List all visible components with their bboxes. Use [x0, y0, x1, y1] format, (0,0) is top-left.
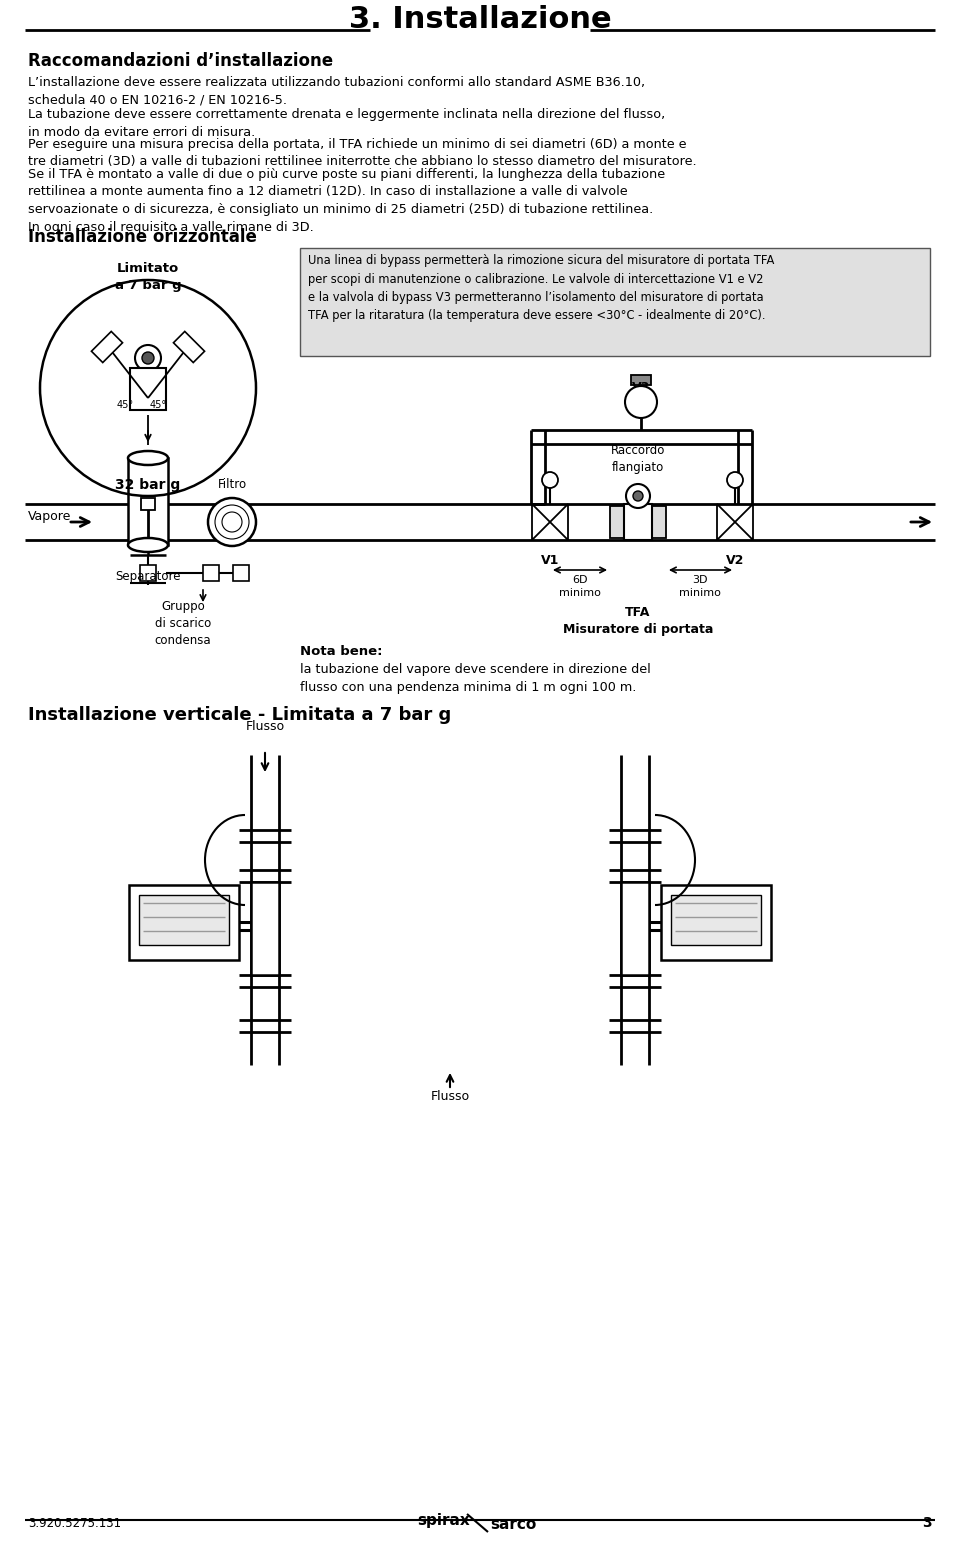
Text: Nota bene:: Nota bene:	[300, 645, 382, 657]
Text: Una linea di bypass permetterà la rimozione sicura del misuratore di portata TFA: Una linea di bypass permetterà la rimozi…	[308, 254, 775, 322]
Text: TFA
Misuratore di portata: TFA Misuratore di portata	[563, 606, 713, 635]
Text: 45°: 45°	[150, 401, 167, 410]
Bar	[671, 895, 761, 945]
Text: Flusso: Flusso	[430, 1089, 469, 1103]
Bar	[140, 565, 156, 581]
Ellipse shape	[128, 538, 168, 552]
Bar	[300, 247, 930, 355]
Circle shape	[625, 387, 657, 418]
Text: la tubazione del vapore deve scendere in direzione del
flusso con una pendenza m: la tubazione del vapore deve scendere in…	[300, 664, 651, 693]
Circle shape	[208, 498, 256, 546]
Bar	[652, 505, 666, 538]
Text: spirax: spirax	[418, 1513, 470, 1527]
Text: 3. Installazione: 3. Installazione	[348, 5, 612, 34]
Circle shape	[542, 473, 558, 488]
Polygon shape	[174, 332, 204, 363]
Bar	[129, 884, 239, 959]
Bar	[621, 883, 649, 975]
Bar	[624, 504, 652, 540]
Bar	[661, 884, 771, 959]
Text: V3: V3	[632, 380, 650, 394]
Polygon shape	[735, 504, 753, 540]
Bar	[251, 883, 279, 975]
Polygon shape	[717, 504, 735, 540]
Polygon shape	[91, 332, 123, 363]
Polygon shape	[532, 504, 550, 540]
Text: Vapore: Vapore	[28, 510, 71, 523]
Bar	[139, 895, 229, 945]
Bar	[233, 565, 249, 581]
Text: 3.920.5275.131: 3.920.5275.131	[28, 1516, 121, 1531]
Text: 32 bar g: 32 bar g	[115, 477, 180, 491]
Text: La tubazione deve essere correttamente drenata e leggermente inclinata nella dir: La tubazione deve essere correttamente d…	[28, 108, 665, 138]
Ellipse shape	[128, 451, 168, 465]
Circle shape	[135, 344, 161, 371]
Text: Limitato
a 7 bar g: Limitato a 7 bar g	[114, 261, 181, 293]
Bar	[203, 565, 219, 581]
Text: sarco: sarco	[490, 1516, 537, 1532]
Text: 45°: 45°	[117, 401, 134, 410]
Bar	[130, 368, 166, 410]
Text: Flusso: Flusso	[246, 720, 284, 732]
Bar	[610, 505, 624, 538]
Text: Separatore: Separatore	[115, 570, 180, 584]
Text: Raccordo
flangiato: Raccordo flangiato	[611, 444, 665, 474]
Circle shape	[142, 352, 154, 365]
Circle shape	[633, 491, 643, 501]
Bar	[141, 498, 155, 510]
Text: Filtro: Filtro	[217, 477, 247, 491]
Text: Se il TFA è montato a valle di due o più curve poste su piani differenti, la lun: Se il TFA è montato a valle di due o più…	[28, 167, 665, 233]
Text: L’installazione deve essere realizzata utilizzando tubazioni conformi allo stand: L’installazione deve essere realizzata u…	[28, 77, 645, 106]
Bar	[631, 376, 651, 385]
Text: Per eseguire una misura precisa della portata, il TFA richiede un minimo di sei : Per eseguire una misura precisa della po…	[28, 138, 697, 169]
Text: Installazione orizzontale: Installazione orizzontale	[28, 228, 257, 246]
Text: Gruppo
di scarico
condensa: Gruppo di scarico condensa	[155, 599, 211, 646]
Text: Installazione verticale - Limitata a 7 bar g: Installazione verticale - Limitata a 7 b…	[28, 706, 451, 725]
Bar	[128, 459, 168, 545]
Circle shape	[727, 473, 743, 488]
Polygon shape	[550, 504, 568, 540]
Circle shape	[626, 484, 650, 509]
Text: 3D
minimo: 3D minimo	[679, 574, 721, 598]
Text: Raccomandazioni d’installazione: Raccomandazioni d’installazione	[28, 52, 333, 70]
Text: V2: V2	[726, 554, 744, 567]
Text: V1: V1	[540, 554, 559, 567]
Text: 3: 3	[923, 1516, 932, 1531]
Text: 6D
minimo: 6D minimo	[559, 574, 601, 598]
